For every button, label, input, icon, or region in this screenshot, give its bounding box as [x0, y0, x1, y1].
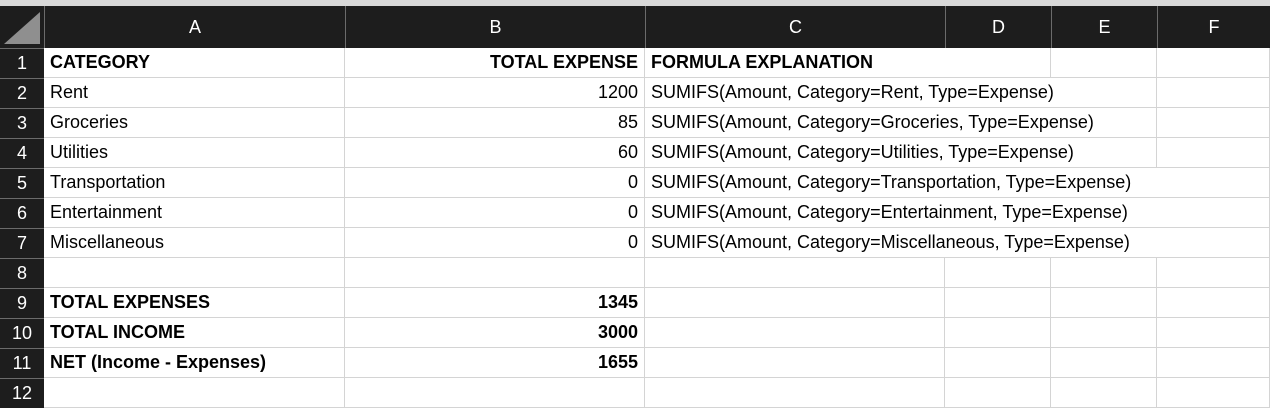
cell-b12[interactable] [345, 378, 645, 408]
cell-c5[interactable]: SUMIFS(Amount, Category=Transportation, … [645, 168, 1270, 198]
cell-b1[interactable]: TOTAL EXPENSE [345, 48, 645, 78]
row-header-1[interactable]: 1 [0, 48, 44, 78]
cell-a7[interactable]: Miscellaneous [44, 228, 345, 258]
cell-b8[interactable] [345, 258, 645, 288]
cell-a4[interactable]: Utilities [44, 138, 345, 168]
cell-b5[interactable]: 0 [345, 168, 645, 198]
cell-d9[interactable] [945, 288, 1051, 318]
cell-a10[interactable]: TOTAL INCOME [44, 318, 345, 348]
cell-e9[interactable] [1051, 288, 1157, 318]
cell-a1[interactable]: CATEGORY [44, 48, 345, 78]
row-header-8[interactable]: 8 [0, 258, 44, 288]
cell-f8[interactable] [1157, 258, 1270, 288]
cell-a3[interactable]: Groceries [44, 108, 345, 138]
cell-c4[interactable]: SUMIFS(Amount, Category=Utilities, Type=… [645, 138, 1157, 168]
cell-e10[interactable] [1051, 318, 1157, 348]
cell-a5[interactable]: Transportation [44, 168, 345, 198]
cell-a6[interactable]: Entertainment [44, 198, 345, 228]
cell-e1[interactable] [1051, 48, 1157, 78]
cell-c8[interactable] [645, 258, 945, 288]
cell-d11[interactable] [945, 348, 1051, 378]
cell-e12[interactable] [1051, 378, 1157, 408]
cell-b10[interactable]: 3000 [345, 318, 645, 348]
cell-b4[interactable]: 60 [345, 138, 645, 168]
cell-f2[interactable] [1157, 78, 1270, 108]
row-header-7[interactable]: 7 [0, 228, 44, 258]
cell-b2[interactable]: 1200 [345, 78, 645, 108]
cell-d12[interactable] [945, 378, 1051, 408]
cell-e8[interactable] [1051, 258, 1157, 288]
cell-f4[interactable] [1157, 138, 1270, 168]
select-all-corner[interactable] [0, 6, 44, 48]
row-header-3[interactable]: 3 [0, 108, 44, 138]
cell-a8[interactable] [44, 258, 345, 288]
cell-b3[interactable]: 85 [345, 108, 645, 138]
cell-c7[interactable]: SUMIFS(Amount, Category=Miscellaneous, T… [645, 228, 1270, 258]
cell-b6[interactable]: 0 [345, 198, 645, 228]
cell-grid: CATEGORY TOTAL EXPENSE FORMULA EXPLANATI… [44, 48, 1270, 412]
cell-f1[interactable] [1157, 48, 1270, 78]
cell-c1[interactable]: FORMULA EXPLANATION [645, 48, 1051, 78]
cell-c11[interactable] [645, 348, 945, 378]
row-header-4[interactable]: 4 [0, 138, 44, 168]
column-header-row: A B C D E F [0, 6, 1270, 48]
cell-a11[interactable]: NET (Income - Expenses) [44, 348, 345, 378]
cell-f11[interactable] [1157, 348, 1270, 378]
cell-c10[interactable] [645, 318, 945, 348]
cell-f12[interactable] [1157, 378, 1270, 408]
toolbar-edge [0, 0, 1270, 6]
row-header-2[interactable]: 2 [0, 78, 44, 108]
cell-a2[interactable]: Rent [44, 78, 345, 108]
column-header-e[interactable]: E [1051, 6, 1157, 48]
cell-a12[interactable] [44, 378, 345, 408]
cell-b7[interactable]: 0 [345, 228, 645, 258]
cell-f10[interactable] [1157, 318, 1270, 348]
row-header-10[interactable]: 10 [0, 318, 44, 348]
row-header-11[interactable]: 11 [0, 348, 44, 378]
column-header-d[interactable]: D [945, 6, 1051, 48]
cell-d10[interactable] [945, 318, 1051, 348]
cell-f9[interactable] [1157, 288, 1270, 318]
cell-c12[interactable] [645, 378, 945, 408]
row-header-12[interactable]: 12 [0, 378, 44, 408]
column-header-f[interactable]: F [1157, 6, 1270, 48]
cell-c3[interactable]: SUMIFS(Amount, Category=Groceries, Type=… [645, 108, 1157, 138]
row-header-6[interactable]: 6 [0, 198, 44, 228]
column-header-c[interactable]: C [645, 6, 945, 48]
cell-c6[interactable]: SUMIFS(Amount, Category=Entertainment, T… [645, 198, 1270, 228]
column-header-a[interactable]: A [44, 6, 345, 48]
column-header-b[interactable]: B [345, 6, 645, 48]
cell-f3[interactable] [1157, 108, 1270, 138]
cell-c2[interactable]: SUMIFS(Amount, Category=Rent, Type=Expen… [645, 78, 1157, 108]
cell-b9[interactable]: 1345 [345, 288, 645, 318]
row-header-9[interactable]: 9 [0, 288, 44, 318]
cell-d8[interactable] [945, 258, 1051, 288]
cell-e11[interactable] [1051, 348, 1157, 378]
cell-b11[interactable]: 1655 [345, 348, 645, 378]
row-header-5[interactable]: 5 [0, 168, 44, 198]
select-all-triangle-icon [4, 12, 40, 44]
cell-c9[interactable] [645, 288, 945, 318]
cell-a9[interactable]: TOTAL EXPENSES [44, 288, 345, 318]
